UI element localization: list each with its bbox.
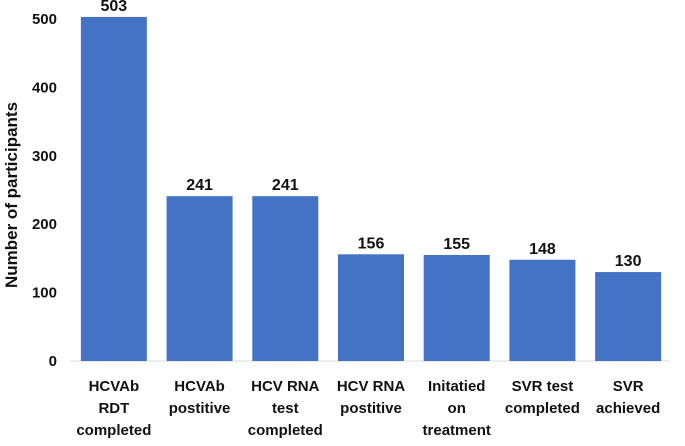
y-tick-label-2: 200 [32,216,57,233]
bar-6 [595,272,662,361]
y-tick-label-1: 100 [32,285,57,302]
bar-0 [80,16,147,362]
value-labels: 503 241 241 156 155 148 130 [101,0,642,270]
bar-1 [166,196,233,361]
bar-4 [423,254,490,361]
bar-5 [509,259,576,361]
category-label-0: HCVAb RDT completed [76,378,151,439]
x-axis-category-labels: HCVAb RDT completed HCVAb postitive HCV RNA te… [76,378,660,439]
bar-2 [252,196,319,361]
value-label-5: 148 [529,241,556,258]
category-label-3: HCV RNA postitive [337,378,406,417]
value-label-1: 241 [186,177,213,194]
category-label-1: HCVAb postitive [169,378,231,417]
category-label-2: HCV RNA test completed [248,378,323,439]
value-label-6: 130 [615,253,642,270]
category-label-4: Initatied on treatment [423,378,491,439]
value-label-0: 503 [101,0,128,15]
bar-3 [338,254,404,361]
y-tick-label-3: 300 [32,148,57,165]
y-tick-label-5: 500 [32,11,57,28]
value-label-4: 155 [443,236,470,253]
y-tick-label-4: 400 [32,79,57,96]
y-axis-ticks: 0 100 200 300 400 500 [32,11,57,370]
value-label-3: 156 [358,235,385,252]
y-tick-label-0: 0 [49,353,57,370]
category-label-5: SVR test completed [505,378,580,417]
value-label-2: 241 [272,177,299,194]
bars [80,16,662,362]
category-label-6: SVR achieved [596,378,660,417]
y-axis-label: Number of participants [2,102,21,288]
